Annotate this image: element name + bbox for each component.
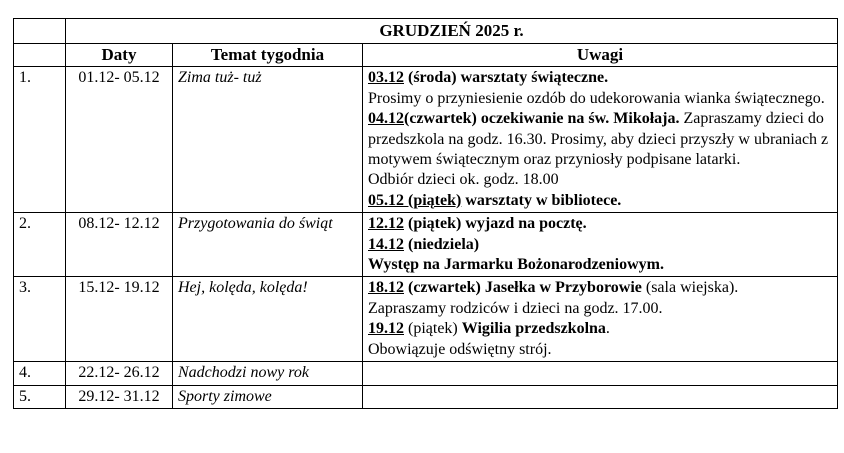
text-segment: Odbiór dzieci ok. godz. 18.00 (368, 171, 559, 189)
text-segment: 12.12 (368, 215, 404, 233)
schedule-row-5: 5. 29.12- 31.12 Sporty zimowe (13, 384, 839, 409)
text-segment: 14.12 (368, 235, 404, 253)
row-theme: Zima tuż- tuż (172, 66, 363, 214)
text-segment: (środa) warsztaty świąteczne. (404, 69, 609, 87)
empty-header-cell (13, 42, 66, 68)
column-header-row: Daty Temat tygodnia Uwagi (13, 42, 839, 68)
row-dates: 29.12- 31.12 (65, 384, 173, 409)
row-theme: Sporty zimowe (172, 384, 363, 409)
row-number: 3. (13, 276, 66, 363)
text-segment: 04.12 (368, 110, 404, 128)
notes-paragraph: 12.12 (piątek) wyjazd na pocztę. (368, 214, 832, 234)
schedule-row-4: 4. 22.12- 26.12 Nadchodzi nowy rok (13, 361, 839, 386)
notes-paragraph: 18.12 (czwartek) Jasełka w Przyborowie (… (368, 278, 832, 298)
notes-paragraph: Prosimy o przyniesienie ozdób do udekoro… (368, 89, 832, 109)
col-header-uwagi: Uwagi (361, 42, 839, 68)
text-segment: Zapraszamy rodziców i dzieci na godz. 17… (368, 299, 663, 317)
row-notes (361, 361, 839, 386)
text-segment: 18.12 (368, 279, 404, 297)
text-segment: Zapraszamy dzieci do przedszkola na godz… (368, 110, 829, 169)
schedule-row-3: 3. 15.12- 19.12 Hej, kolęda, kolęda! 18.… (13, 276, 839, 363)
row-number: 2. (13, 212, 66, 278)
text-segment: warsztaty w bibliotece. (461, 191, 622, 209)
row-notes: 12.12 (piątek) wyjazd na pocztę. 14.12 (n… (361, 212, 839, 278)
notes-paragraph: 03.12 (środa) warsztaty świąteczne. (368, 68, 832, 88)
text-segment: Prosimy o przyniesienie ozdób do udekoro… (368, 89, 825, 107)
schedule-row-2: 2. 08.12- 12.12 Przygotowania do świąt 1… (13, 212, 839, 278)
row-dates: 08.12- 12.12 (65, 212, 173, 278)
row-number: 5. (13, 384, 66, 409)
row-number: 1. (13, 66, 66, 214)
schedule-table: GRUDZIEŃ 2025 r. Daty Temat tygodnia Uwa… (13, 18, 839, 409)
row-dates: 22.12- 26.12 (65, 361, 173, 386)
notes-paragraph: Zapraszamy rodziców i dzieci na godz. 17… (368, 299, 832, 319)
text-segment: (piątek) (404, 320, 462, 338)
notes-paragraph: Odbiór dzieci ok. godz. 18.00 (368, 170, 832, 190)
row-theme: Przygotowania do świąt (172, 212, 363, 278)
text-segment: Obowiązuje odświętny strój. (368, 340, 552, 358)
notes-paragraph: Obowiązuje odświętny strój. (368, 340, 832, 360)
notes-paragraph: 14.12 (niedziela) (368, 235, 832, 255)
row-theme: Hej, kolęda, kolęda! (172, 276, 363, 363)
text-segment: . (605, 320, 610, 338)
row-notes: 18.12 (czwartek) Jasełka w Przyborowie (… (361, 276, 839, 363)
text-segment: (sala wiejska). (641, 279, 739, 297)
notes-paragraph: Występ na Jarmarku Bożonarodzeniowym. (368, 255, 832, 275)
row-number: 4. (13, 361, 66, 386)
empty-corner-cell (13, 18, 66, 44)
text-segment: Wigilia przedszkolna (461, 320, 606, 338)
text-segment: 03.12 (368, 69, 404, 87)
row-notes: 03.12 (środa) warsztaty świąteczne. Prosi… (361, 66, 839, 214)
text-segment: Występ na Jarmarku Bożonarodzeniowym. (368, 256, 664, 274)
month-header: GRUDZIEŃ 2025 r. (64, 18, 839, 44)
text-segment: (niedziela) (404, 235, 480, 253)
notes-paragraph: 04.12(czwartek) oczekiwanie na św. Mikoł… (368, 109, 832, 170)
row-dates: 15.12- 19.12 (65, 276, 173, 363)
text-segment: (piątek) wyjazd na pocztę. (404, 215, 587, 233)
notes-paragraph: 19.12 (piątek) Wigilia przedszkolna. (368, 319, 832, 339)
row-dates: 01.12- 05.12 (65, 66, 173, 214)
text-segment: 05.12 (piątek) (368, 191, 462, 209)
col-header-temat: Temat tygodnia (172, 42, 363, 68)
text-segment: (czwartek) oczekiwanie na św. Mikołaja. (404, 110, 680, 128)
row-notes (361, 384, 839, 409)
text-segment: (czwartek) Jasełka w Przyborowie (404, 279, 642, 297)
text-segment: 19.12 (368, 320, 404, 338)
schedule-row-1: 1. 01.12- 05.12 Zima tuż- tuż 03.12 (śro… (13, 66, 839, 214)
notes-paragraph: 05.12 (piątek) warsztaty w bibliotece. (368, 191, 832, 211)
month-header-row: GRUDZIEŃ 2025 r. (13, 18, 839, 44)
col-header-daty: Daty (65, 42, 173, 68)
row-theme: Nadchodzi nowy rok (172, 361, 363, 386)
